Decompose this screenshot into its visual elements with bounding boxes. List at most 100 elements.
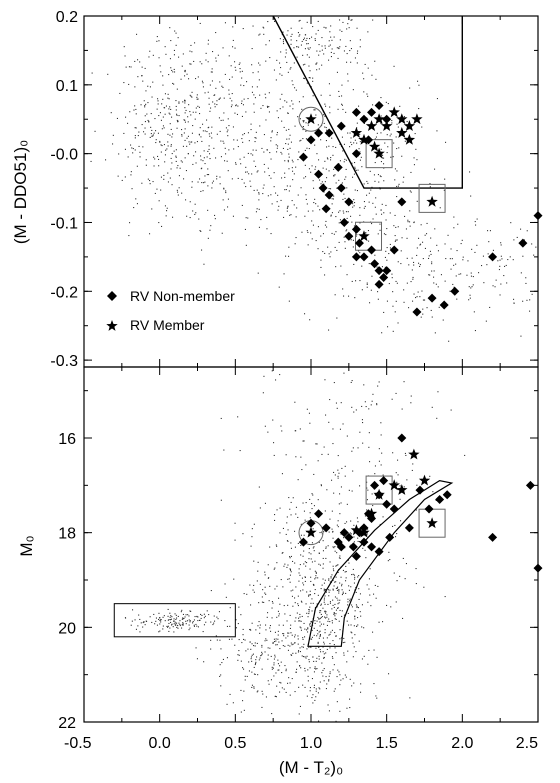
field-star-dot bbox=[355, 235, 357, 237]
x-axis-title: (M - T₂)₀ bbox=[279, 758, 343, 777]
field-star-dot bbox=[273, 662, 275, 664]
field-star-dot bbox=[176, 167, 178, 169]
field-star-dot bbox=[347, 211, 349, 213]
field-star-dot bbox=[299, 705, 301, 707]
field-star-dot bbox=[422, 299, 424, 301]
field-star-dot bbox=[242, 634, 244, 636]
field-star-dot bbox=[331, 48, 333, 50]
field-star-dot bbox=[257, 625, 259, 627]
field-star-dot bbox=[229, 97, 231, 99]
field-star-dot bbox=[444, 280, 446, 282]
field-star-dot bbox=[116, 117, 118, 119]
field-star-dot bbox=[253, 103, 255, 105]
field-star-dot bbox=[367, 663, 369, 665]
field-star-dot bbox=[353, 205, 355, 207]
rgb-star-dot bbox=[291, 644, 293, 646]
field-star-dot bbox=[276, 644, 278, 646]
field-star-dot bbox=[395, 239, 397, 241]
field-star-dot bbox=[329, 256, 331, 258]
field-star-dot bbox=[229, 693, 231, 695]
field-star-dot bbox=[240, 84, 242, 86]
field-star-dot bbox=[309, 70, 311, 72]
field-star-dot bbox=[280, 661, 282, 663]
bhb-star-dot bbox=[172, 626, 174, 628]
field-star-dot bbox=[243, 690, 245, 692]
field-star-dot bbox=[254, 642, 256, 644]
bhb-star-dot bbox=[212, 624, 214, 626]
field-star-dot bbox=[416, 247, 418, 249]
field-star-dot bbox=[374, 60, 376, 62]
field-star-dot bbox=[135, 108, 137, 110]
bhb-star-dot bbox=[139, 618, 141, 620]
highlight-box bbox=[418, 183, 446, 213]
field-star-dot bbox=[392, 156, 394, 158]
field-star-dot bbox=[163, 178, 165, 180]
rv-member-point bbox=[358, 526, 370, 538]
bhb-star-dot bbox=[213, 615, 215, 617]
field-star-dot bbox=[409, 210, 411, 212]
rgb-star-dot bbox=[312, 583, 314, 585]
field-star-dot bbox=[316, 443, 318, 445]
field-star-dot bbox=[381, 213, 383, 215]
field-star-dot bbox=[408, 307, 410, 309]
bhb-star-dot bbox=[229, 625, 231, 627]
field-star-dot bbox=[184, 119, 186, 121]
field-star-dot bbox=[253, 584, 255, 586]
bhb-star-dot bbox=[137, 625, 139, 627]
field-star-dot bbox=[290, 214, 292, 216]
field-star-dot bbox=[170, 40, 172, 42]
bhb-selection-box bbox=[113, 603, 236, 638]
field-star-dot bbox=[382, 154, 384, 156]
field-star-dot bbox=[261, 596, 263, 598]
field-star-dot bbox=[311, 165, 313, 167]
field-star-dot bbox=[200, 159, 202, 161]
field-star-dot bbox=[190, 44, 192, 46]
bhb-star-dot bbox=[210, 621, 212, 623]
field-star-dot bbox=[361, 265, 363, 267]
rgb-star-dot bbox=[345, 565, 347, 567]
field-star-dot bbox=[462, 259, 464, 261]
rgb-star-dot bbox=[323, 623, 325, 625]
field-star-dot bbox=[290, 654, 292, 656]
rgb-star-dot bbox=[320, 603, 322, 605]
field-star-dot bbox=[294, 562, 296, 564]
field-star-dot bbox=[406, 121, 408, 123]
field-star-dot bbox=[169, 177, 171, 179]
field-star-dot bbox=[350, 141, 352, 143]
field-star-dot bbox=[129, 222, 131, 224]
field-star-dot bbox=[129, 111, 131, 113]
field-star-dot bbox=[289, 568, 291, 570]
field-star-dot bbox=[231, 100, 233, 102]
field-star-dot bbox=[351, 685, 353, 687]
field-star-dot bbox=[337, 108, 339, 110]
rgb-star-dot bbox=[350, 533, 352, 535]
rgb-star-dot bbox=[323, 657, 325, 659]
bhb-star-dot bbox=[145, 620, 147, 622]
field-star-dot bbox=[343, 143, 345, 145]
field-star-dot bbox=[252, 589, 254, 591]
field-star-dot bbox=[307, 631, 309, 633]
field-star-dot bbox=[203, 661, 205, 663]
field-star-dot bbox=[171, 153, 173, 155]
rgb-star-dot bbox=[351, 632, 353, 634]
field-star-dot bbox=[219, 639, 221, 641]
field-star-dot bbox=[142, 80, 144, 82]
rgb-star-dot bbox=[335, 618, 337, 620]
field-star-dot bbox=[303, 440, 305, 442]
field-star-dot bbox=[158, 115, 160, 117]
field-star-dot bbox=[424, 234, 426, 236]
field-star-dot bbox=[467, 260, 469, 262]
rv-member-point bbox=[350, 127, 363, 138]
field-star-dot bbox=[247, 98, 249, 100]
rgb-star-dot bbox=[318, 552, 320, 554]
field-star-dot bbox=[450, 248, 452, 250]
field-star-dot bbox=[263, 134, 265, 136]
field-star-dot bbox=[303, 39, 305, 41]
field-star-dot bbox=[220, 499, 222, 501]
field-star-dot bbox=[288, 128, 290, 130]
field-star-dot bbox=[336, 587, 338, 589]
field-star-dot bbox=[162, 98, 164, 100]
field-star-dot bbox=[224, 73, 226, 75]
rgb-star-dot bbox=[333, 585, 335, 587]
